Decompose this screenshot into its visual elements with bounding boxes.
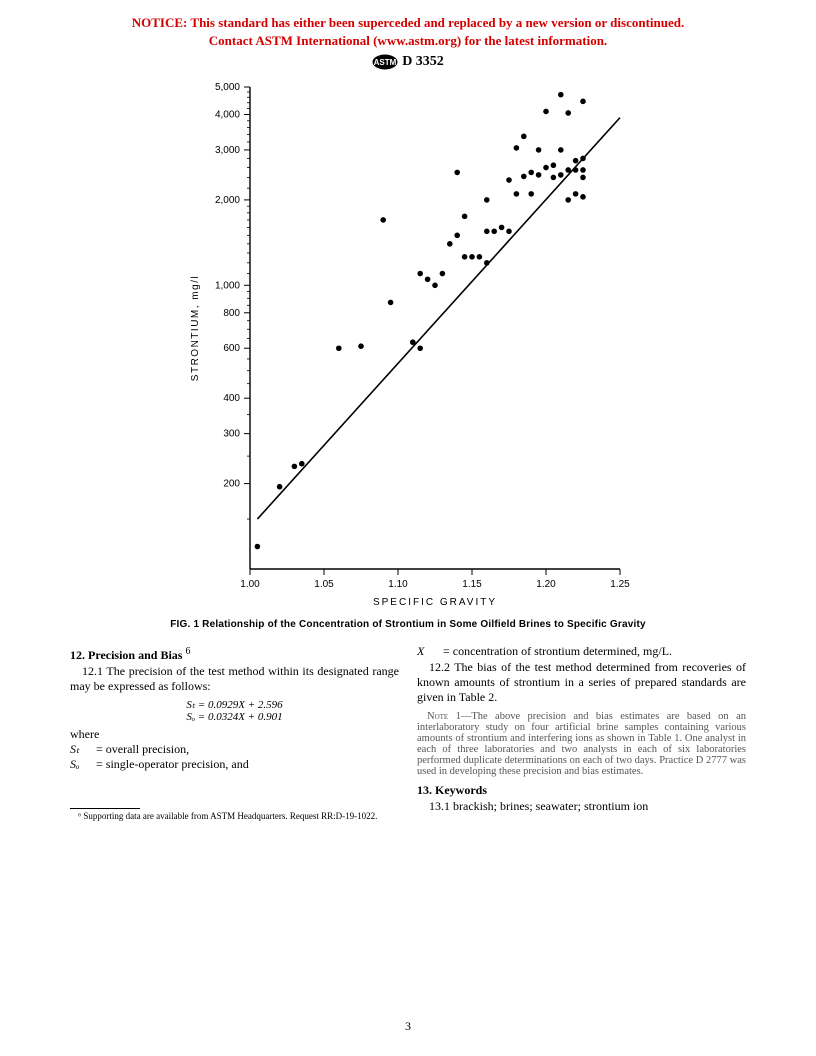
note-1: Note 1—The above precision and bias esti… <box>417 711 746 777</box>
left-column: 12. Precision and Bias 6 12.1 The precis… <box>70 644 399 821</box>
eq-so: Sₒ = 0.0324X + 0.901 <box>70 711 399 723</box>
section-12-heading: 12. Precision and Bias 6 <box>70 646 399 663</box>
where-row: Sₜ= overall precision, <box>70 742 399 757</box>
figure-caption: FIG. 1 Relationship of the Concentration… <box>0 619 816 630</box>
svg-text:4,000: 4,000 <box>215 109 240 120</box>
svg-text:1.25: 1.25 <box>610 579 630 590</box>
right-column: X = concentration of strontium determine… <box>417 644 746 821</box>
footnote-rule <box>70 808 140 809</box>
where-row: Sₒ= single-operator precision, and <box>70 757 399 772</box>
svg-text:200: 200 <box>223 478 240 489</box>
where-list: Sₜ= overall precision,Sₒ= single-operato… <box>70 742 399 772</box>
svg-text:SPECIFIC GRAVITY: SPECIFIC GRAVITY <box>373 597 497 608</box>
svg-text:1.15: 1.15 <box>462 579 482 590</box>
chart-container: 1.00 1.05 1.10 1.15 1.20 1.25 SPECIFIC GRAVITY… <box>178 77 638 617</box>
astm-logo-icon: ASTM <box>372 54 398 70</box>
scatter-chart: 1.00 1.05 1.10 1.15 1.20 1.25 SPECIFIC GRAVITY… <box>178 77 638 617</box>
x-definition: X = concentration of strontium determine… <box>417 644 746 659</box>
notice-line1: NOTICE: This standard has either been su… <box>132 15 684 30</box>
svg-text:STRONTIUM, mg/l: STRONTIUM, mg/l <box>190 274 201 380</box>
section-13-heading: 13. Keywords <box>417 783 746 798</box>
standard-header: ASTM D 3352 <box>0 54 816 70</box>
notice-banner: NOTICE: This standard has either been su… <box>0 0 816 50</box>
svg-text:1,000: 1,000 <box>215 280 240 291</box>
footnote-6: ⁶ Supporting data are available from AST… <box>70 811 399 821</box>
svg-text:800: 800 <box>223 307 240 318</box>
where-label: where <box>70 727 399 742</box>
para-13-1: 13.1 brackish; brines; seawater; stronti… <box>417 799 746 814</box>
svg-text:5,000: 5,000 <box>215 82 240 93</box>
para-12-2: 12.2 The bias of the test method determi… <box>417 660 746 705</box>
svg-text:600: 600 <box>223 343 240 354</box>
svg-text:2,000: 2,000 <box>215 194 240 205</box>
equation-block: Sₜ = 0.0929X + 2.596 Sₒ = 0.0324X + 0.90… <box>70 694 399 727</box>
svg-text:300: 300 <box>223 428 240 439</box>
notice-line2: Contact ASTM International (www.astm.org… <box>209 33 607 48</box>
standard-id: D 3352 <box>402 55 444 70</box>
eq-st: Sₜ = 0.0929X + 2.596 <box>70 698 399 711</box>
svg-text:3,000: 3,000 <box>215 145 240 156</box>
svg-text:1.00: 1.00 <box>240 579 260 590</box>
svg-text:1.10: 1.10 <box>388 579 408 590</box>
svg-text:1.05: 1.05 <box>314 579 334 590</box>
svg-text:ASTM: ASTM <box>374 58 397 67</box>
page-number: 3 <box>0 1019 816 1034</box>
text-columns: 12. Precision and Bias 6 12.1 The precis… <box>0 630 816 821</box>
para-12-1: 12.1 The precision of the test method wi… <box>70 664 399 694</box>
svg-text:1.20: 1.20 <box>536 579 556 590</box>
svg-text:400: 400 <box>223 393 240 404</box>
